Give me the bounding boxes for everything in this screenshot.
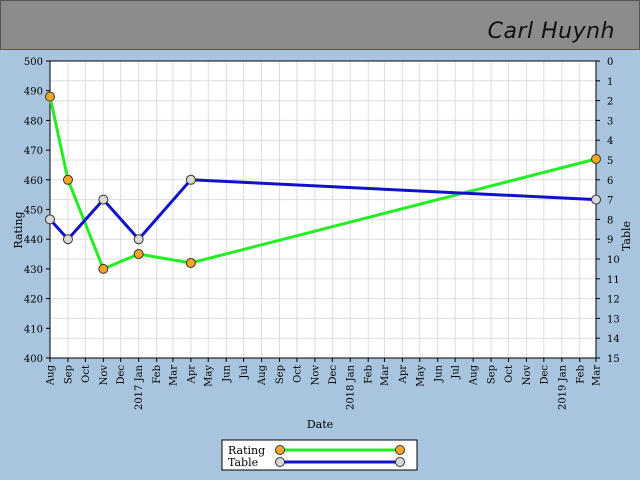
rating-line — [48, 96, 597, 271]
y-left-tick-label: 440 — [24, 235, 43, 246]
table-point — [62, 234, 73, 245]
y-left-axis-title: Rating — [12, 211, 25, 248]
series — [45, 91, 601, 274]
y-right-tick-label: 10 — [607, 255, 620, 266]
x-tick-label: Feb — [575, 365, 586, 384]
x-tick-label: Jun — [222, 364, 233, 382]
x-tick-label: Mar — [592, 365, 603, 386]
x-tick-label: Aug — [469, 364, 480, 386]
table-legend-label: Table — [228, 456, 258, 469]
x-tick-label: Aug — [46, 364, 57, 386]
rating-legend-marker — [275, 445, 285, 455]
x-tick-label: Oct — [504, 365, 515, 383]
y-right-tick-label: 5 — [607, 156, 613, 167]
x-tick-label: Jun — [433, 364, 444, 382]
y-left-tick-label: 480 — [24, 116, 43, 127]
rating-legend-marker — [395, 445, 405, 455]
x-tick-label: Apr — [398, 365, 409, 385]
y-right-tick-label: 9 — [607, 235, 613, 246]
x-tick-label: 2017 Jan — [134, 364, 145, 410]
rating-legend-label: Rating — [228, 444, 265, 457]
table-legend-marker — [395, 457, 405, 467]
y-right-tick-label: 7 — [607, 196, 613, 207]
plot-area — [49, 60, 597, 359]
y-left-tick-label: 470 — [24, 146, 43, 157]
y-left-tick-label: 400 — [24, 354, 43, 365]
x-tick-label: Nov — [522, 365, 533, 386]
y-right-tick-label: 14 — [607, 334, 620, 345]
rating-point — [133, 249, 144, 260]
table-point — [591, 194, 601, 205]
y-right-tick-label: 0 — [607, 57, 613, 68]
x-tick-label: Sep — [275, 365, 286, 384]
y-right-tick-label: 11 — [607, 275, 620, 286]
x-axis-title: Date — [307, 418, 333, 431]
table-point — [45, 214, 55, 225]
y-right-tick-label: 15 — [607, 354, 620, 365]
y-left-tick-label: 420 — [24, 295, 43, 306]
legend-box — [221, 439, 418, 471]
x-tick-label: Nov — [99, 365, 110, 386]
rating-point — [185, 257, 196, 268]
y-left-tick-label: 490 — [24, 87, 43, 98]
rating-point — [62, 174, 73, 185]
y-left-tick-label: 460 — [24, 176, 43, 187]
y-right-tick-label: 1 — [607, 77, 613, 88]
x-tick-label: Dec — [328, 365, 339, 385]
y-right-tick-label: 8 — [607, 215, 613, 226]
plot-frame — [49, 60, 597, 359]
y-right-tick-label: 13 — [607, 314, 620, 325]
x-tick-label: Oct — [81, 365, 92, 383]
x-tick-label: Feb — [152, 365, 163, 384]
x-tick-label: 2019 Jan — [557, 364, 568, 410]
x-tick-label: Mar — [168, 365, 179, 386]
x-tick-label: Feb — [364, 365, 375, 384]
y-right-tick-label: 4 — [607, 136, 613, 147]
rating-point — [45, 91, 55, 102]
table-point — [185, 174, 196, 185]
x-tick-label: Dec — [116, 365, 127, 385]
rating-point — [98, 263, 109, 274]
y-left-tick-label: 450 — [24, 206, 43, 217]
x-tick-label: Sep — [63, 365, 74, 384]
y-left-tick-label: 410 — [24, 324, 43, 335]
y-right-tick-label: 3 — [607, 116, 613, 127]
header-bar: Carl Huynh — [0, 0, 640, 50]
axes: Aug Sep Oct Nov Dec 2017 Jan Feb Mar Apr May Jun Ju… — [24, 57, 620, 410]
x-tick-label: Jul — [451, 365, 462, 380]
x-tick-label: Jul — [239, 365, 250, 380]
player-name: Carl Huynh — [487, 19, 615, 44]
table-point — [133, 234, 144, 245]
x-tick-label: Aug — [257, 364, 268, 386]
y-right-tick-label: 12 — [607, 295, 620, 306]
x-tick-label: May — [204, 365, 215, 387]
x-tick-label: Dec — [539, 365, 550, 385]
rating-point — [591, 154, 601, 165]
x-tick-label: 2018 Jan — [346, 364, 357, 410]
x-tick-label: Mar — [380, 365, 391, 386]
x-tick-label: Apr — [186, 365, 197, 385]
y-right-axis-title: Table — [620, 221, 633, 251]
y-right-tick-label: 2 — [607, 97, 613, 108]
y-left-tick-label: 430 — [24, 265, 43, 276]
y-left-tick-label: 500 — [24, 57, 43, 68]
x-tick-label: Sep — [487, 365, 498, 384]
table-point — [98, 194, 109, 205]
x-tick-label: Nov — [310, 365, 321, 386]
x-tick-label: May — [415, 365, 426, 387]
y-right-tick-label: 6 — [607, 176, 613, 187]
table-legend-marker — [275, 457, 285, 467]
x-tick-label: Oct — [292, 365, 303, 383]
